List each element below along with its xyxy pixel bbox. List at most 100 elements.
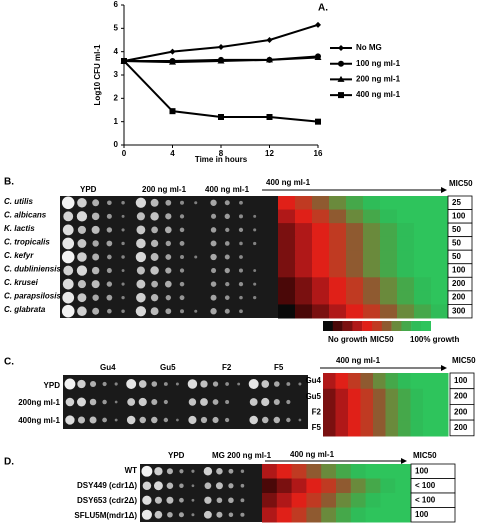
spot	[225, 227, 230, 233]
heatmap-cell	[395, 507, 411, 523]
heat-row-label: F5	[312, 423, 322, 432]
heatmap-cell	[435, 404, 449, 421]
heatmap-cell	[346, 304, 364, 319]
y-tick-label: 4	[114, 47, 119, 56]
spot	[239, 200, 243, 205]
heatmap-cell	[346, 263, 364, 278]
heatmap-cell	[312, 277, 330, 292]
spot	[121, 296, 125, 300]
heatmap-cell	[278, 290, 296, 305]
spot	[114, 418, 118, 422]
heatmap-cell	[380, 493, 396, 508]
column-header: 400 ng ml-1	[205, 185, 250, 194]
spot	[188, 398, 197, 406]
species-label: C. tropicalis	[4, 238, 50, 247]
spot	[176, 418, 179, 422]
spot	[216, 467, 223, 475]
marker	[314, 54, 322, 60]
column-header: MG 200 ng ml-1	[212, 451, 272, 460]
heatmap-cell	[329, 209, 347, 224]
spot	[261, 397, 270, 407]
spot	[238, 227, 244, 233]
heatmap-cell	[336, 478, 352, 494]
spot	[64, 378, 76, 390]
y-tick-label: 5	[114, 23, 119, 32]
spot	[150, 212, 159, 221]
heatmap-cell	[348, 388, 361, 405]
mic-value: < 100	[415, 481, 436, 490]
mic-header: MIC50	[449, 179, 473, 188]
spot	[165, 308, 172, 315]
column-header: YPD	[80, 185, 97, 194]
spot	[240, 483, 245, 488]
x-tick-label: 0	[122, 149, 127, 158]
spot	[191, 469, 195, 473]
heatmap-cell	[365, 478, 381, 494]
spot	[253, 282, 257, 286]
spot	[136, 212, 145, 221]
species-label: C. krusei	[4, 278, 39, 287]
spot	[136, 279, 146, 289]
heatmap-cell	[363, 263, 381, 278]
spot	[224, 213, 230, 219]
spot	[212, 399, 219, 405]
spot	[179, 214, 185, 219]
heatmap-cell	[278, 196, 296, 211]
species-label: C. glabrata	[4, 305, 46, 314]
heatmap-cell	[346, 290, 364, 305]
heatmap-cell	[380, 290, 398, 305]
heatmap-cell	[398, 420, 411, 437]
heatmap-cell	[395, 478, 411, 494]
spot	[225, 382, 229, 386]
heatmap-cell	[306, 478, 322, 494]
heatmap-cell	[346, 277, 364, 292]
spot	[210, 308, 217, 315]
spot	[153, 481, 163, 491]
spot	[273, 416, 281, 424]
spot	[61, 196, 75, 210]
marker	[169, 58, 176, 65]
spot	[154, 510, 163, 519]
legend-swatch	[332, 321, 343, 331]
legend-swatch	[411, 321, 422, 331]
mic-cell	[447, 303, 473, 319]
column-header: 200 ng ml-1	[142, 185, 187, 194]
mic-value: 100	[415, 510, 429, 519]
spot	[77, 306, 87, 317]
heatmap-cell	[291, 478, 307, 494]
heatmap-cell	[380, 209, 398, 224]
spot	[141, 509, 152, 520]
spot	[166, 482, 174, 490]
spot	[92, 253, 100, 261]
spot	[175, 382, 179, 386]
spot	[179, 483, 184, 488]
species-label: C. albicans	[4, 211, 47, 220]
spot	[216, 497, 223, 504]
spot	[90, 380, 97, 388]
x-tick-label: 12	[265, 149, 274, 158]
heatmap-cell	[398, 388, 411, 405]
spot	[92, 307, 100, 315]
heatmap-cell	[380, 236, 398, 251]
spot	[253, 228, 257, 232]
heatmap-cell	[414, 263, 432, 278]
heat-row-label: Gu5	[305, 392, 321, 401]
spot	[273, 381, 280, 387]
spot	[89, 416, 97, 424]
spot	[76, 265, 88, 276]
spot	[200, 416, 208, 424]
spot	[194, 255, 198, 259]
heatmap-cell	[395, 464, 411, 479]
heatmap-cell	[431, 263, 449, 278]
heatmap-cell	[329, 290, 347, 305]
heatmap-cell	[336, 464, 352, 479]
spot	[204, 482, 212, 490]
heatmap-cell	[323, 404, 336, 421]
heatmap-cell	[350, 464, 367, 479]
spot	[61, 304, 75, 318]
spot	[194, 309, 198, 313]
heatmap-cell	[360, 404, 374, 421]
marker	[266, 56, 273, 63]
spot	[62, 224, 74, 236]
